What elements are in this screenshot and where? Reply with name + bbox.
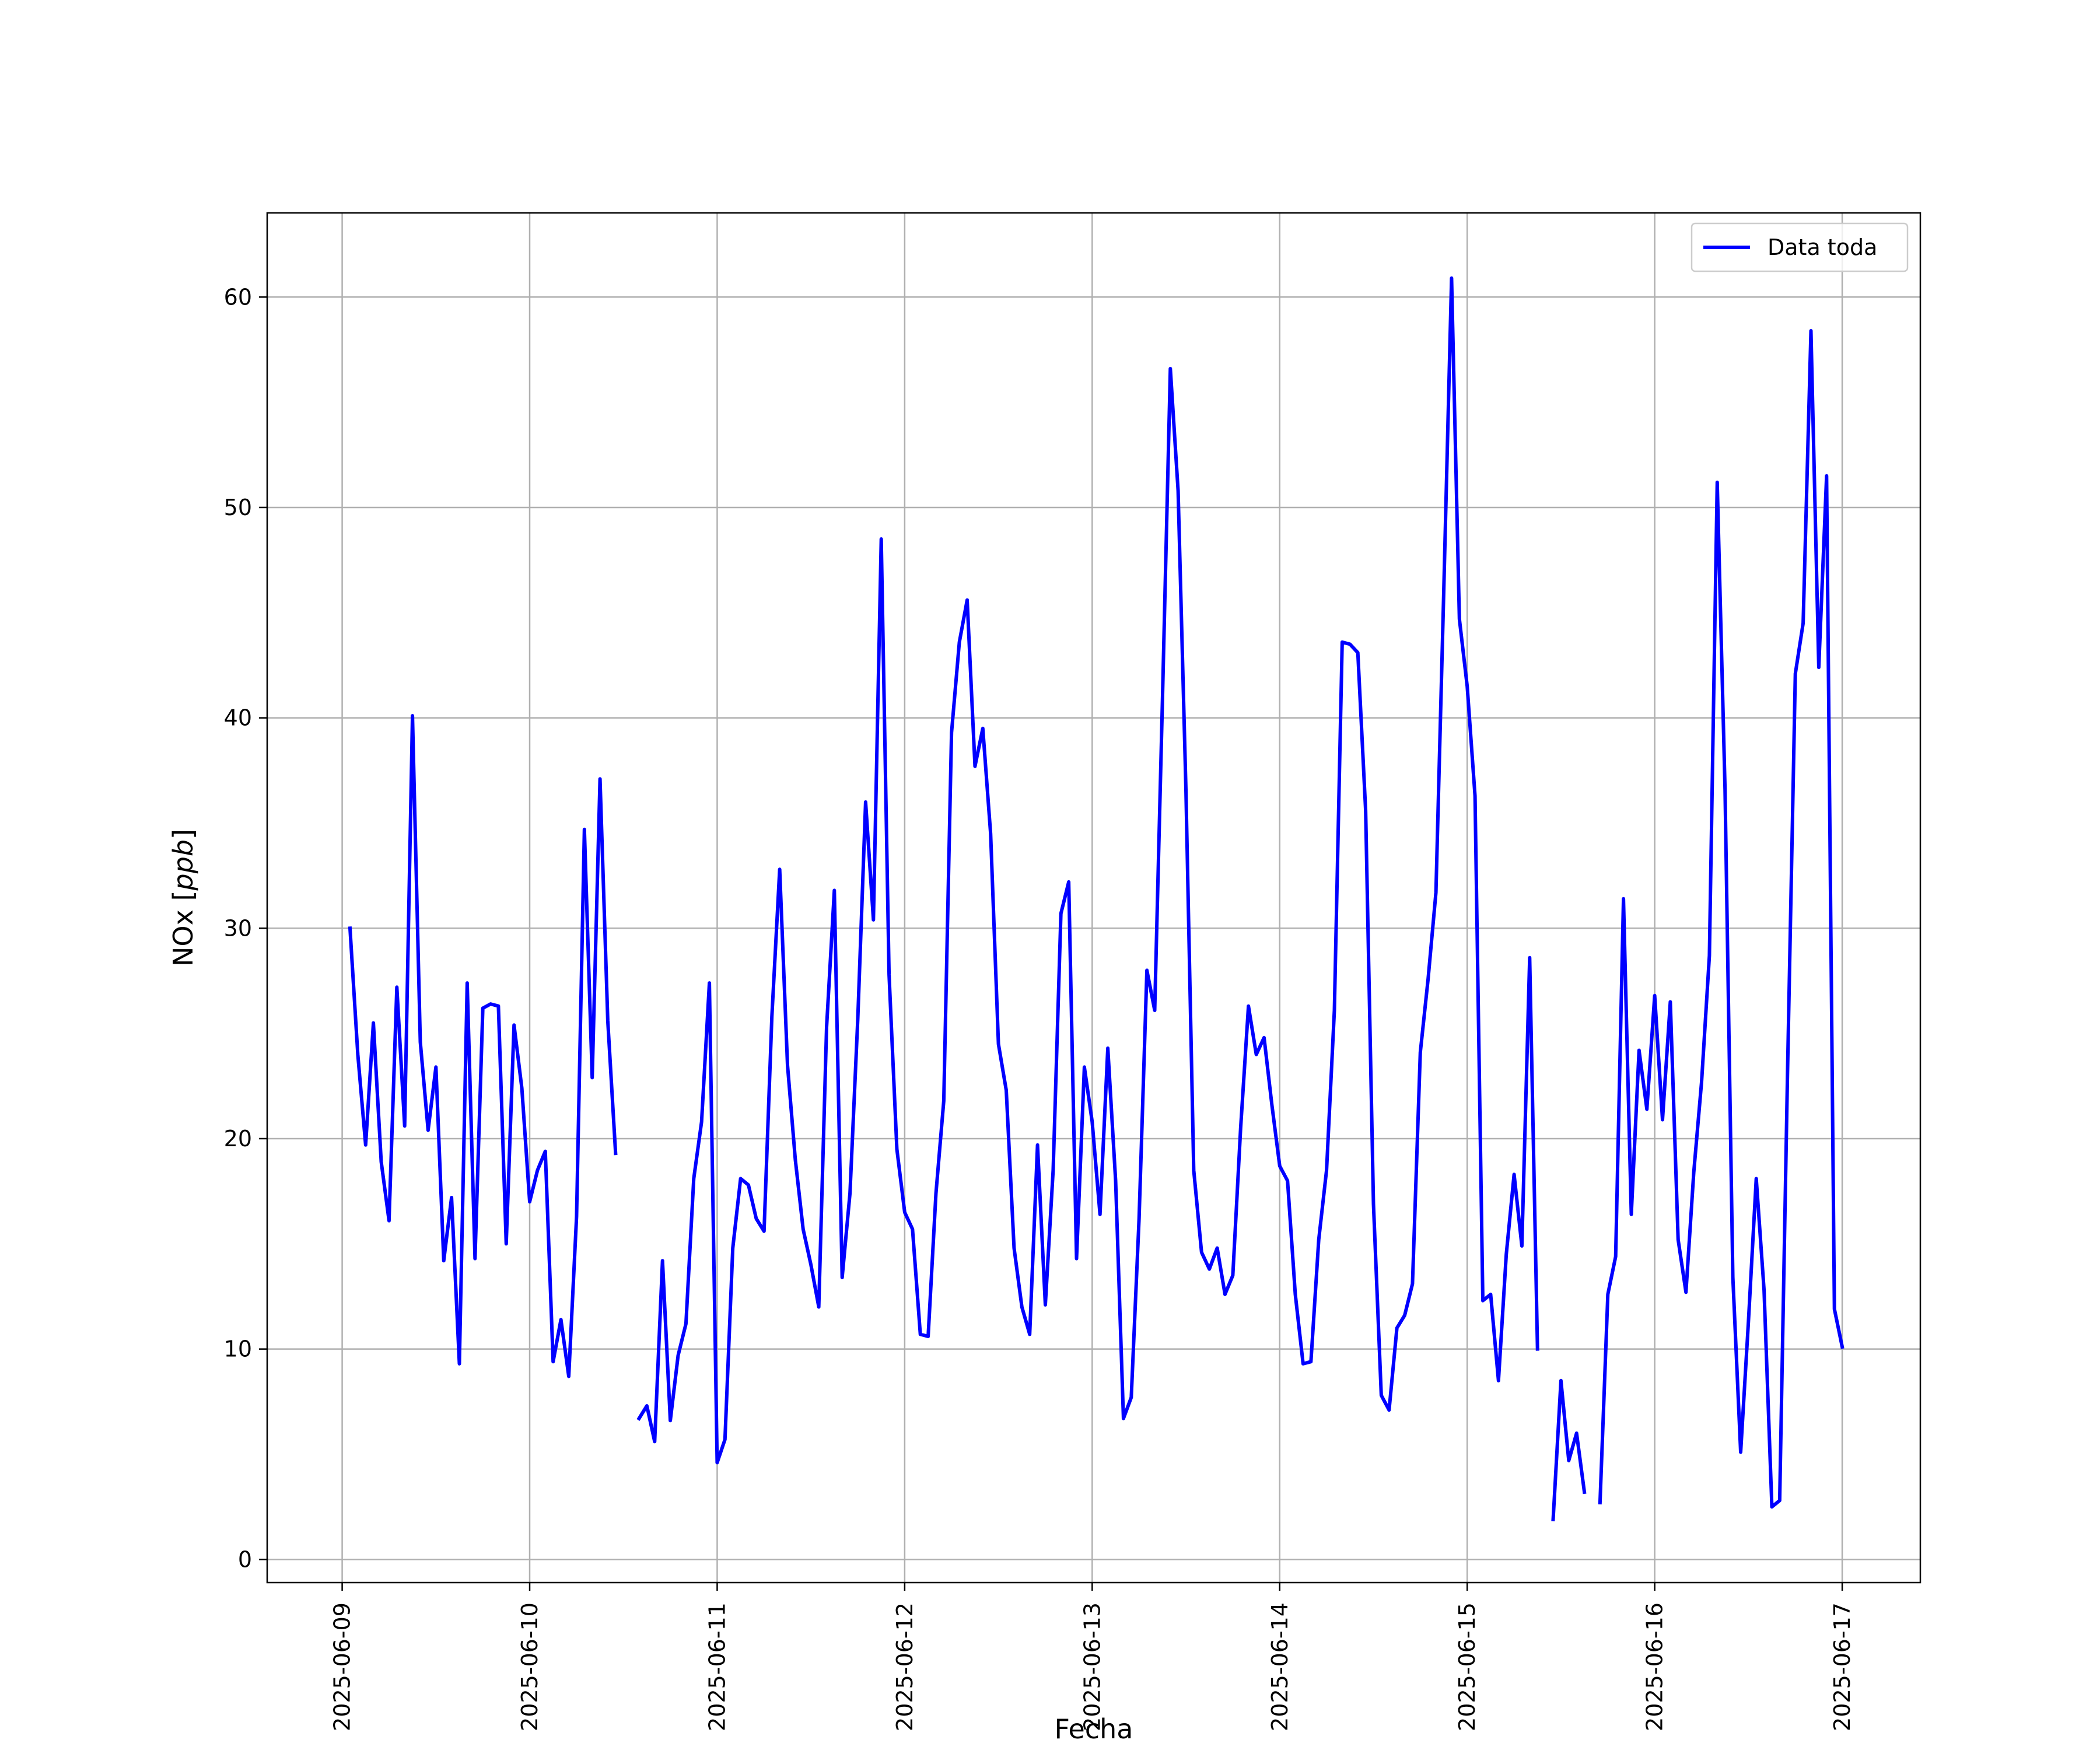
- y-tick-label: 0: [238, 1546, 252, 1572]
- series-layer: [348, 276, 1845, 1521]
- y-tick-label: 50: [224, 495, 252, 520]
- series-line-segment: [348, 714, 618, 1378]
- series-line-segment: [1551, 1378, 1587, 1521]
- legend: Data toda: [1690, 222, 1909, 272]
- y-axis-label-unit: ppb: [167, 839, 199, 891]
- y-axis-label-main: NOx [: [167, 891, 199, 967]
- y-axis-label: NOx [ppb]: [167, 829, 199, 967]
- x-tick-label: 2025-06-14: [1267, 1602, 1293, 1731]
- x-tick-label: 2025-06-10: [517, 1602, 542, 1731]
- plot-area-frame: [266, 212, 1922, 1584]
- x-axis-label: Fecha: [1055, 1713, 1133, 1745]
- series-line-segment: [1598, 329, 1845, 1509]
- y-tick-label: 30: [224, 915, 252, 941]
- x-tick-label: 2025-06-16: [1642, 1602, 1668, 1731]
- legend-box: [1690, 222, 1909, 272]
- y-axis-label-close: ]: [167, 829, 199, 839]
- y-tick-label: 40: [224, 705, 252, 731]
- x-tick-label: 2025-06-11: [704, 1602, 730, 1731]
- y-tick-label: 10: [224, 1336, 252, 1362]
- grid-lines: [267, 213, 1920, 1583]
- axes-layer: 2025-06-09 2025-06-10 2025-06-11 2025-06-12…: [224, 284, 1855, 1731]
- legend-label-data-toda: Data toda: [1768, 235, 1877, 260]
- x-tick-label: 2025-06-13: [1079, 1602, 1105, 1731]
- x-tick-label: 2025-06-12: [892, 1602, 918, 1731]
- y-tick-label: 20: [224, 1126, 252, 1152]
- series-line-segment: [636, 276, 1539, 1465]
- x-tick-label: 2025-06-15: [1454, 1602, 1480, 1731]
- y-tick-label: 60: [224, 284, 252, 310]
- x-tick-label: 2025-06-17: [1829, 1602, 1855, 1731]
- x-tick-label: 2025-06-09: [330, 1602, 355, 1731]
